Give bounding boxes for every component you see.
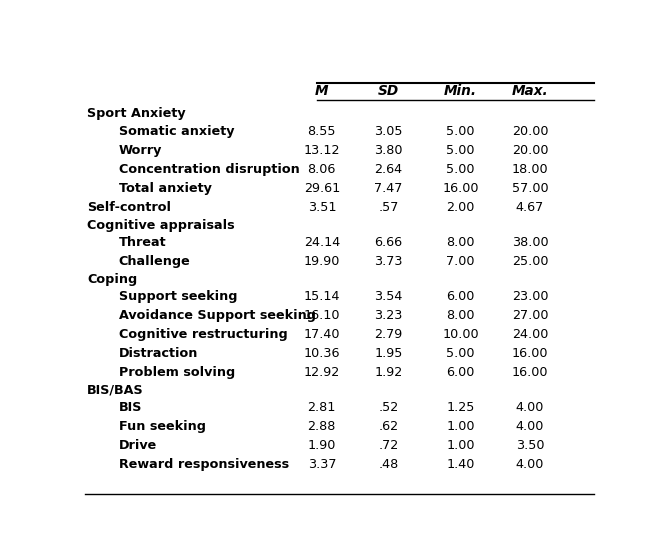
Text: 12.92: 12.92 [304, 366, 340, 379]
Text: 16.00: 16.00 [442, 182, 479, 195]
Text: Cognitive restructuring: Cognitive restructuring [119, 328, 288, 342]
Text: 3.54: 3.54 [375, 291, 403, 304]
Text: 8.00: 8.00 [446, 309, 475, 323]
Text: 24.00: 24.00 [512, 328, 548, 342]
Text: 5.00: 5.00 [446, 163, 475, 176]
Text: 3.50: 3.50 [516, 439, 544, 452]
Text: 13.12: 13.12 [304, 144, 340, 157]
Text: .72: .72 [379, 439, 398, 452]
Text: 8.06: 8.06 [308, 163, 336, 176]
Text: 18.00: 18.00 [512, 163, 548, 176]
Text: Cognitive appraisals: Cognitive appraisals [87, 219, 235, 231]
Text: 2.88: 2.88 [308, 420, 336, 433]
Text: 5.00: 5.00 [446, 144, 475, 157]
Text: 38.00: 38.00 [512, 236, 548, 249]
Text: Somatic anxiety: Somatic anxiety [119, 125, 234, 138]
Text: 1.00: 1.00 [446, 420, 475, 433]
Text: 1.92: 1.92 [375, 366, 402, 379]
Text: 1.90: 1.90 [308, 439, 336, 452]
Text: BIS: BIS [119, 401, 143, 414]
Text: 3.23: 3.23 [375, 309, 403, 323]
Text: 15.14: 15.14 [304, 291, 340, 304]
Text: .62: .62 [379, 420, 398, 433]
Text: BIS/BAS: BIS/BAS [87, 384, 144, 397]
Text: Reward responsiveness: Reward responsiveness [119, 458, 289, 471]
Text: 57.00: 57.00 [512, 182, 548, 195]
Text: Problem solving: Problem solving [119, 366, 235, 379]
Text: .48: .48 [379, 458, 398, 471]
Text: 19.90: 19.90 [304, 255, 340, 268]
Text: Sport Anxiety: Sport Anxiety [87, 107, 186, 121]
Text: 3.51: 3.51 [308, 201, 336, 214]
Text: Min.: Min. [444, 84, 477, 98]
Text: 16.10: 16.10 [304, 309, 340, 323]
Text: Avoidance Support seeking: Avoidance Support seeking [119, 309, 316, 323]
Text: Coping: Coping [87, 273, 137, 286]
Text: 2.64: 2.64 [375, 163, 402, 176]
Text: 16.00: 16.00 [512, 347, 548, 360]
Text: 16.00: 16.00 [512, 366, 548, 379]
Text: 3.73: 3.73 [375, 255, 403, 268]
Text: Total anxiety: Total anxiety [119, 182, 211, 195]
Text: 17.40: 17.40 [304, 328, 340, 342]
Text: Distraction: Distraction [119, 347, 198, 360]
Text: 4.67: 4.67 [516, 201, 544, 214]
Text: Concentration disruption: Concentration disruption [119, 163, 300, 176]
Text: 27.00: 27.00 [512, 309, 548, 323]
Text: 29.61: 29.61 [304, 182, 340, 195]
Text: 4.00: 4.00 [516, 420, 544, 433]
Text: 6.00: 6.00 [446, 366, 475, 379]
Text: Support seeking: Support seeking [119, 291, 237, 304]
Text: 2.81: 2.81 [308, 401, 336, 414]
Text: 25.00: 25.00 [512, 255, 548, 268]
Text: 8.00: 8.00 [446, 236, 475, 249]
Text: 6.00: 6.00 [446, 291, 475, 304]
Text: 10.00: 10.00 [442, 328, 479, 342]
Text: 2.79: 2.79 [375, 328, 402, 342]
Text: 3.05: 3.05 [375, 125, 403, 138]
Text: 20.00: 20.00 [512, 125, 548, 138]
Text: 23.00: 23.00 [512, 291, 548, 304]
Text: 10.36: 10.36 [304, 347, 340, 360]
Text: 3.80: 3.80 [375, 144, 403, 157]
Text: M: M [315, 84, 329, 98]
Text: 4.00: 4.00 [516, 458, 544, 471]
Text: 4.00: 4.00 [516, 401, 544, 414]
Text: Self-control: Self-control [87, 201, 171, 214]
Text: Worry: Worry [119, 144, 162, 157]
Text: 1.00: 1.00 [446, 439, 475, 452]
Text: 7.47: 7.47 [375, 182, 403, 195]
Text: 1.95: 1.95 [375, 347, 403, 360]
Text: 20.00: 20.00 [512, 144, 548, 157]
Text: 3.37: 3.37 [308, 458, 336, 471]
Text: 24.14: 24.14 [304, 236, 340, 249]
Text: 8.55: 8.55 [308, 125, 336, 138]
Text: .57: .57 [379, 201, 398, 214]
Text: Fun seeking: Fun seeking [119, 420, 206, 433]
Text: Drive: Drive [119, 439, 157, 452]
Text: Threat: Threat [119, 236, 166, 249]
Text: Challenge: Challenge [119, 255, 190, 268]
Text: Max.: Max. [512, 84, 548, 98]
Text: 5.00: 5.00 [446, 125, 475, 138]
Text: 5.00: 5.00 [446, 347, 475, 360]
Text: 6.66: 6.66 [375, 236, 402, 249]
Text: 7.00: 7.00 [446, 255, 475, 268]
Text: 1.40: 1.40 [446, 458, 475, 471]
Text: SD: SD [378, 84, 399, 98]
Text: 1.25: 1.25 [446, 401, 475, 414]
Text: .52: .52 [379, 401, 398, 414]
Text: 2.00: 2.00 [446, 201, 475, 214]
